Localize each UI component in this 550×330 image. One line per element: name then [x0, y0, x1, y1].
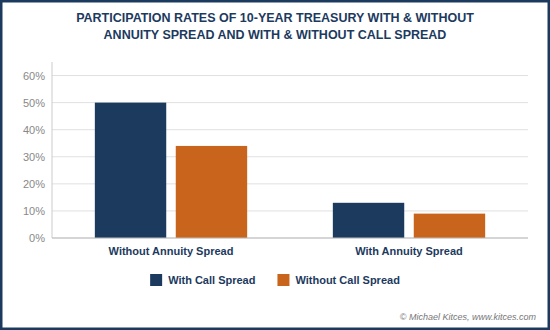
bar	[333, 203, 404, 238]
bar	[414, 214, 485, 238]
legend-swatch	[150, 274, 162, 286]
bar	[176, 146, 247, 238]
y-tick-label: 30%	[23, 151, 45, 163]
chart: PARTICIPATION RATES OF 10-YEAR TREASURY …	[0, 0, 550, 330]
legend-swatch	[277, 274, 289, 286]
bars	[95, 103, 485, 238]
legend-label: Without Call Spread	[295, 274, 399, 286]
x-tick-label: With Annuity Spread	[355, 245, 463, 257]
y-tick-label: 60%	[23, 70, 45, 82]
bar	[95, 103, 166, 238]
grid	[52, 76, 528, 238]
grid-line	[52, 238, 528, 239]
watermark: © Michael Kitces, www.kitces.com	[400, 312, 537, 322]
y-tick-label: 20%	[23, 178, 45, 190]
y-tick-label: 10%	[23, 205, 45, 217]
y-tick-label: 40%	[23, 124, 45, 136]
legend-label: With Call Spread	[168, 274, 255, 286]
y-axis-line	[52, 62, 53, 238]
figure-border	[1, 1, 549, 329]
x-tick-label: Without Annuity Spread	[109, 245, 234, 257]
x-axis-line	[52, 238, 528, 239]
y-tick-label: 50%	[23, 97, 45, 109]
y-tick-label: 0%	[29, 232, 45, 244]
legend: With Call Spread Without Call Spread	[150, 274, 400, 286]
title: PARTICIPATION RATES OF 10-YEAR TREASURY …	[76, 11, 474, 42]
grid-line	[52, 75, 528, 76]
